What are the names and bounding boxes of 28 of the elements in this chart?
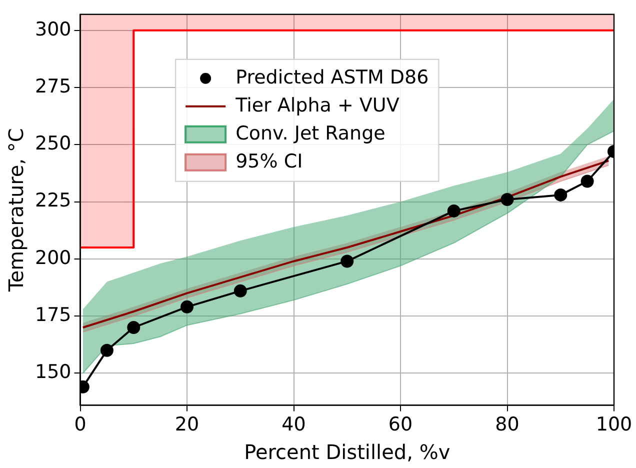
y-tick-label: 150 xyxy=(35,361,72,384)
x-tick-label: 40 xyxy=(282,414,306,436)
y-tick-label: 275 xyxy=(35,75,72,98)
point xyxy=(234,284,247,298)
y-tick-label: 300 xyxy=(35,18,72,40)
point xyxy=(127,320,140,334)
point xyxy=(554,188,568,202)
x-tick-label: 80 xyxy=(495,414,520,436)
point xyxy=(580,174,594,188)
y-tick-label: 200 xyxy=(35,246,72,269)
x-tick-label: 20 xyxy=(174,414,200,436)
legend-label: Tier Alpha + VUV xyxy=(234,94,400,116)
y-axis-title: Temperature, °C xyxy=(4,128,28,292)
x-tick-label: 0 xyxy=(74,414,86,436)
point xyxy=(447,204,460,218)
point xyxy=(180,300,194,314)
legend-label: 95% CI xyxy=(236,150,303,172)
x-tick-label: 100 xyxy=(596,414,632,436)
y-tick-label: 225 xyxy=(35,190,72,212)
point xyxy=(500,193,514,206)
x-axis-title: Percent Distilled, %v xyxy=(244,440,450,464)
y-tick-label: 250 xyxy=(35,132,72,155)
legend-label: Conv. Jet Range xyxy=(236,122,386,144)
point xyxy=(340,254,354,268)
y-tick-label: 175 xyxy=(35,304,72,326)
x-tick-label: 60 xyxy=(388,414,413,436)
point xyxy=(100,344,114,357)
legend-label: Predicted ASTM D86 xyxy=(236,66,429,88)
